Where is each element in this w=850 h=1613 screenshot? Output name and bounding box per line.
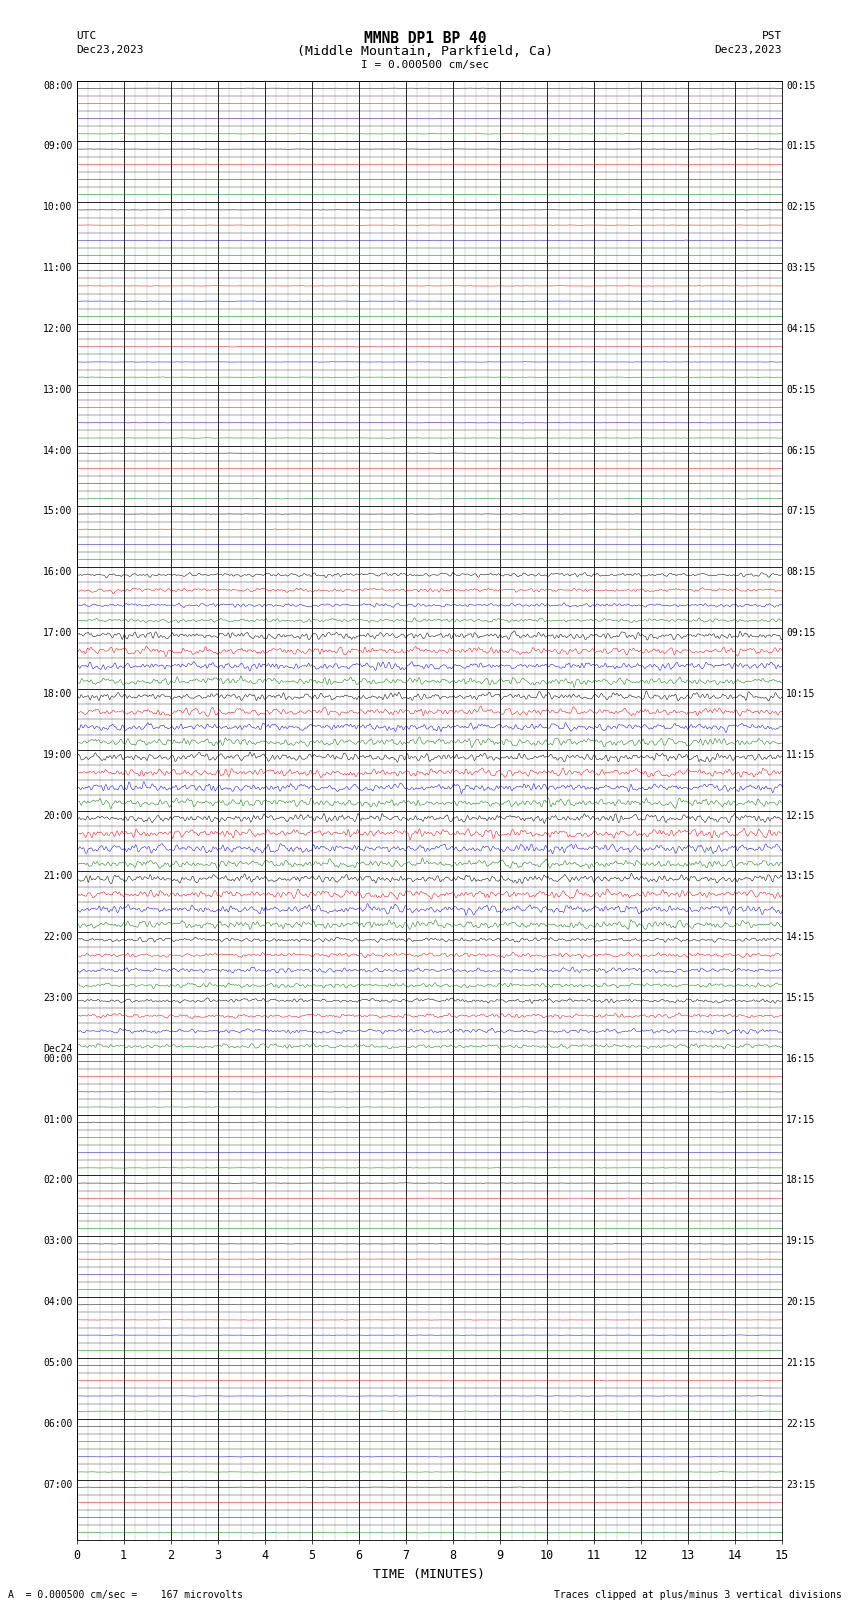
Text: 21:15: 21:15 bbox=[786, 1358, 816, 1368]
Text: 23:00: 23:00 bbox=[42, 994, 72, 1003]
Text: 09:15: 09:15 bbox=[786, 627, 816, 639]
Text: 00:00: 00:00 bbox=[42, 1053, 72, 1065]
Text: 03:00: 03:00 bbox=[42, 1236, 72, 1247]
Text: 10:00: 10:00 bbox=[42, 202, 72, 213]
Text: 20:15: 20:15 bbox=[786, 1297, 816, 1307]
Text: 17:00: 17:00 bbox=[42, 627, 72, 639]
Text: UTC: UTC bbox=[76, 31, 97, 40]
Text: 17:15: 17:15 bbox=[786, 1115, 816, 1124]
Text: 18:15: 18:15 bbox=[786, 1176, 816, 1186]
Text: 19:15: 19:15 bbox=[786, 1236, 816, 1247]
Text: 05:00: 05:00 bbox=[42, 1358, 72, 1368]
Text: 03:15: 03:15 bbox=[786, 263, 816, 273]
Text: 14:00: 14:00 bbox=[42, 445, 72, 455]
Text: A  = 0.000500 cm/sec =    167 microvolts: A = 0.000500 cm/sec = 167 microvolts bbox=[8, 1590, 243, 1600]
Text: Traces clipped at plus/minus 3 vertical divisions: Traces clipped at plus/minus 3 vertical … bbox=[553, 1590, 842, 1600]
Text: 12:00: 12:00 bbox=[42, 324, 72, 334]
Text: 16:00: 16:00 bbox=[42, 568, 72, 577]
Text: I = 0.000500 cm/sec: I = 0.000500 cm/sec bbox=[361, 60, 489, 69]
X-axis label: TIME (MINUTES): TIME (MINUTES) bbox=[373, 1568, 485, 1581]
Text: 14:15: 14:15 bbox=[786, 932, 816, 942]
Text: 10:15: 10:15 bbox=[786, 689, 816, 698]
Text: 22:15: 22:15 bbox=[786, 1419, 816, 1429]
Text: 23:15: 23:15 bbox=[786, 1479, 816, 1489]
Text: 00:15: 00:15 bbox=[786, 81, 816, 90]
Text: 05:15: 05:15 bbox=[786, 386, 816, 395]
Text: 11:15: 11:15 bbox=[786, 750, 816, 760]
Text: 08:00: 08:00 bbox=[42, 81, 72, 90]
Text: 12:15: 12:15 bbox=[786, 811, 816, 821]
Text: Dec24: Dec24 bbox=[42, 1044, 72, 1053]
Text: 09:00: 09:00 bbox=[42, 142, 72, 152]
Text: 22:00: 22:00 bbox=[42, 932, 72, 942]
Text: 06:15: 06:15 bbox=[786, 445, 816, 455]
Text: PST: PST bbox=[762, 31, 782, 40]
Text: 07:00: 07:00 bbox=[42, 1479, 72, 1489]
Text: 01:15: 01:15 bbox=[786, 142, 816, 152]
Text: (Middle Mountain, Parkfield, Ca): (Middle Mountain, Parkfield, Ca) bbox=[297, 45, 553, 58]
Text: 18:00: 18:00 bbox=[42, 689, 72, 698]
Text: 07:15: 07:15 bbox=[786, 506, 816, 516]
Text: 04:15: 04:15 bbox=[786, 324, 816, 334]
Text: 16:15: 16:15 bbox=[786, 1053, 816, 1065]
Text: 19:00: 19:00 bbox=[42, 750, 72, 760]
Text: 06:00: 06:00 bbox=[42, 1419, 72, 1429]
Text: 11:00: 11:00 bbox=[42, 263, 72, 273]
Text: 15:00: 15:00 bbox=[42, 506, 72, 516]
Text: 02:15: 02:15 bbox=[786, 202, 816, 213]
Text: 01:00: 01:00 bbox=[42, 1115, 72, 1124]
Text: 15:15: 15:15 bbox=[786, 994, 816, 1003]
Text: 13:15: 13:15 bbox=[786, 871, 816, 881]
Text: 20:00: 20:00 bbox=[42, 811, 72, 821]
Text: 04:00: 04:00 bbox=[42, 1297, 72, 1307]
Text: MMNB DP1 BP 40: MMNB DP1 BP 40 bbox=[364, 31, 486, 45]
Text: 21:00: 21:00 bbox=[42, 871, 72, 881]
Text: Dec23,2023: Dec23,2023 bbox=[76, 45, 144, 55]
Text: 13:00: 13:00 bbox=[42, 386, 72, 395]
Text: Dec23,2023: Dec23,2023 bbox=[715, 45, 782, 55]
Text: 02:00: 02:00 bbox=[42, 1176, 72, 1186]
Text: 08:15: 08:15 bbox=[786, 568, 816, 577]
